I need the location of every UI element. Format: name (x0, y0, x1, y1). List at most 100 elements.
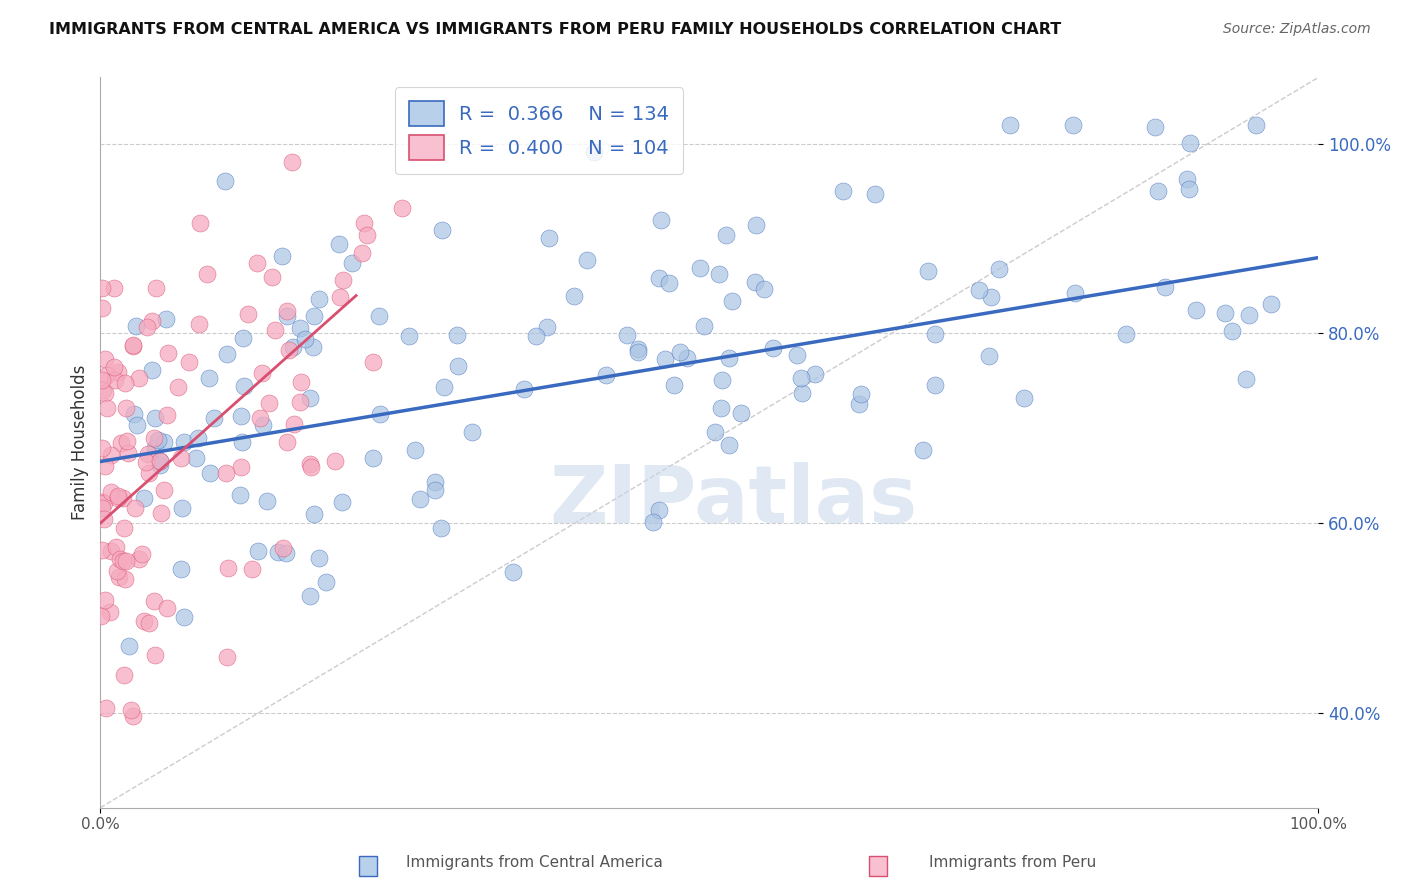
Point (152, 435, 174, 450)
Point (262, 270, 284, 285)
Point (125, 319, 148, 334)
Point (446, 327, 468, 342)
Point (271, 541, 294, 555)
Text: IMMIGRANTS FROM CENTRAL AMERICA VS IMMIGRANTS FROM PERU FAMILY HOUSEHOLDS CORREL: IMMIGRANTS FROM CENTRAL AMERICA VS IMMIG… (49, 22, 1062, 37)
Point (170, 451, 193, 466)
Point (93, 458, 115, 473)
Point (290, 375, 312, 389)
Point (302, 309, 325, 323)
Point (669, 345, 692, 359)
Point (353, 216, 375, 230)
Point (998, 118, 1021, 132)
Point (924, 378, 946, 392)
Point (332, 273, 354, 287)
Point (654, 352, 676, 367)
Point (107, 366, 129, 380)
Point (146, 433, 169, 447)
Point (430, 222, 453, 236)
Point (112, 668, 135, 682)
Point (323, 454, 346, 468)
Point (368, 407, 391, 421)
Point (257, 396, 280, 410)
Point (1246, 118, 1268, 132)
Point (141, 314, 163, 328)
Point (831, 184, 853, 198)
Point (298, 457, 321, 471)
Y-axis label: Family Households: Family Households (72, 365, 89, 520)
Point (848, 397, 870, 411)
Point (924, 326, 946, 341)
Point (149, 454, 172, 468)
Point (356, 228, 378, 243)
Point (91, 494, 114, 508)
Point (232, 379, 254, 393)
Point (100, 448, 122, 462)
Point (650, 213, 672, 227)
Point (131, 547, 153, 561)
Point (184, 450, 207, 465)
Point (136, 448, 159, 462)
Point (214, 174, 236, 188)
Point (110, 552, 132, 566)
Point (980, 290, 1002, 304)
Point (912, 442, 935, 457)
Point (271, 249, 294, 263)
Point (513, 382, 536, 396)
Point (786, 348, 808, 362)
Point (536, 320, 558, 334)
Point (302, 507, 325, 521)
Point (409, 491, 432, 506)
Point (1063, 285, 1085, 300)
Point (143, 411, 166, 425)
Point (114, 572, 136, 586)
Point (363, 355, 385, 369)
Point (730, 406, 752, 420)
Point (340, 256, 363, 270)
Point (122, 338, 145, 352)
Point (1175, 171, 1198, 186)
Point (107, 491, 129, 505)
Point (110, 435, 132, 450)
Point (717, 351, 740, 366)
Point (575, 252, 598, 267)
Point (195, 268, 218, 282)
Point (117, 445, 139, 459)
Point (187, 432, 209, 446)
Point (138, 466, 160, 480)
Point (294, 332, 316, 346)
Point (107, 489, 129, 503)
Point (229, 460, 252, 475)
Point (461, 425, 484, 439)
Point (447, 359, 470, 373)
Point (136, 319, 159, 334)
Point (93, 593, 115, 607)
Point (641, 515, 664, 529)
Point (100, 543, 122, 558)
Point (132, 491, 155, 506)
Point (143, 594, 166, 608)
Text: Source: ZipAtlas.com: Source: ZipAtlas.com (1223, 22, 1371, 37)
Point (298, 589, 321, 603)
Point (263, 323, 285, 337)
Point (153, 483, 176, 497)
Point (91, 542, 114, 557)
Point (308, 293, 330, 307)
Point (280, 154, 302, 169)
Point (977, 349, 1000, 363)
Point (329, 290, 352, 304)
Point (90, 608, 112, 623)
Point (1260, 297, 1282, 311)
Point (391, 201, 413, 215)
Point (648, 271, 671, 285)
Point (256, 494, 278, 508)
Point (967, 283, 990, 297)
Point (288, 395, 311, 409)
Point (91, 373, 114, 387)
Point (138, 616, 160, 631)
Point (302, 340, 325, 354)
Point (502, 566, 524, 580)
Point (170, 562, 193, 576)
Point (157, 346, 180, 360)
Point (1147, 184, 1170, 198)
Point (714, 228, 737, 243)
